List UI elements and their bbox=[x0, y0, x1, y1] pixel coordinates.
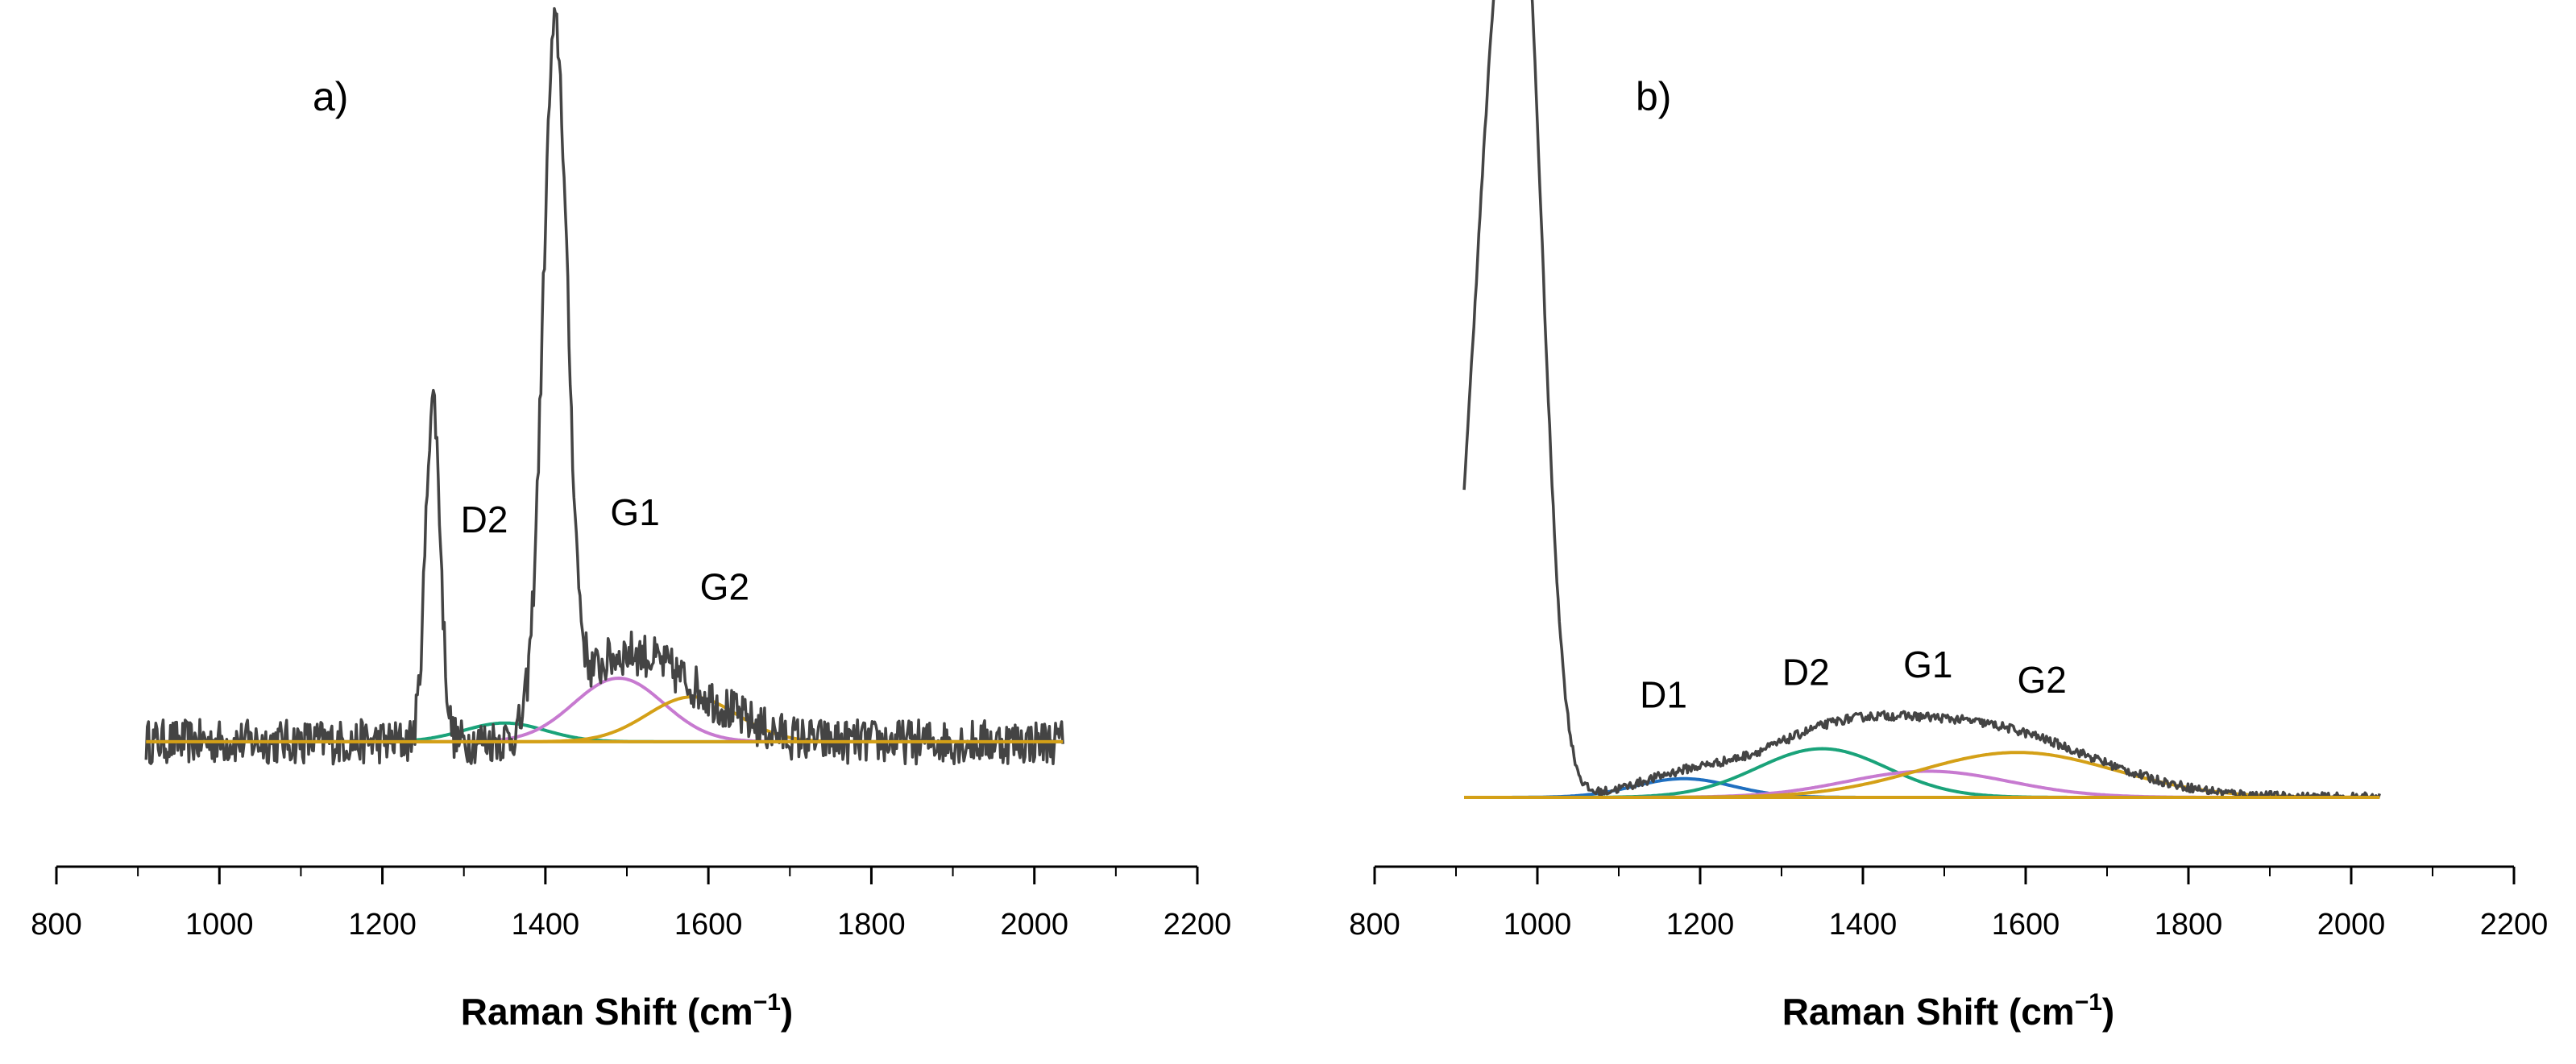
panel-a-x-tick-label: 2200 bbox=[1164, 908, 1232, 942]
panel-b-plot-area bbox=[1462, 0, 2381, 799]
panel-b-x-tick-label: 2000 bbox=[2317, 908, 2386, 942]
panel-a-peak-label-g2: G2 bbox=[700, 566, 749, 608]
panel-a-spectrum-line bbox=[144, 6, 1064, 766]
panel-b-spectrum-line bbox=[1462, 0, 2381, 799]
panel-a-plot-area bbox=[144, 6, 1064, 766]
panel-a-x-tick-label: 2000 bbox=[1000, 908, 1068, 942]
panel-a-x-tick-label: 1600 bbox=[674, 908, 743, 942]
panel-a-x-tick-label: 800 bbox=[31, 908, 81, 942]
panel-a-x-tick-label: 1400 bbox=[512, 908, 580, 942]
panel-a: a) 800 1000 1200 1400 1600 1800 2000 2200 Raman… bbox=[31, 6, 1231, 1033]
panel-a-peak-label-g1: G1 bbox=[610, 491, 659, 533]
panel-b-x-tick-label: 1200 bbox=[1666, 908, 1735, 942]
panel-b-x-tick-label: 800 bbox=[1349, 908, 1400, 942]
panel-a-peak-label-d2: D2 bbox=[461, 499, 508, 540]
panel-a-x-axis-title: Raman Shift (cm−1) bbox=[461, 989, 794, 1033]
panel-a-label: a) bbox=[313, 74, 348, 119]
panel-b-x-tick-label: 1800 bbox=[2155, 908, 2223, 942]
panel-b-peak-label-d2: D2 bbox=[1782, 652, 1830, 693]
panel-a-x-ticks: 800 1000 1200 1400 1600 1800 2000 2200 bbox=[31, 867, 1231, 942]
panel-b-x-tick-label: 1400 bbox=[1829, 908, 1898, 942]
panel-b-x-axis-title: Raman Shift (cm−1) bbox=[1782, 989, 2115, 1033]
panel-b-peak-label-d1: D1 bbox=[1640, 673, 1687, 715]
panel-b-x-tick-label: 2200 bbox=[2480, 908, 2549, 942]
panel-b-peak-label-g2: G2 bbox=[2018, 659, 2067, 701]
panel-b-x-tick-label: 1600 bbox=[1992, 908, 2060, 942]
panel-b-label: b) bbox=[1636, 74, 1671, 119]
panel-b-peak-label-g1: G1 bbox=[1903, 644, 1952, 685]
panel-a-peak-labels: D2 G1 G2 bbox=[461, 491, 749, 608]
panel-a-x-tick-label: 1800 bbox=[837, 908, 906, 942]
panel-a-x-tick-label: 1200 bbox=[348, 908, 417, 942]
panel-b-x-tick-label: 1000 bbox=[1504, 908, 1572, 942]
panel-a-x-tick-label: 1000 bbox=[185, 908, 254, 942]
panel-b-peak-labels: D1 D2 G1 G2 bbox=[1640, 644, 2067, 715]
panel-b: b) 800 1000 1200 1400 1600 1800 2000 2200 Raman… bbox=[1349, 0, 2548, 1033]
panel-b-x-ticks: 800 1000 1200 1400 1600 1800 2000 2200 bbox=[1349, 867, 2548, 942]
